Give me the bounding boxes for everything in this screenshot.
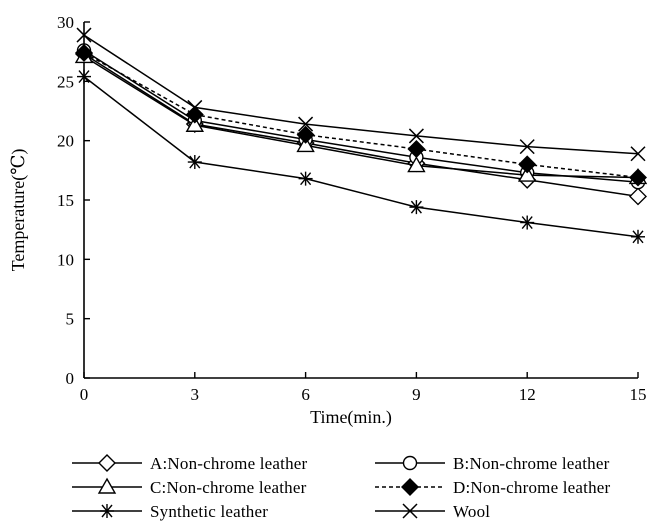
legend-marker-b-non-chrome-leather — [402, 455, 418, 471]
series-b-non-chrome-leather — [76, 43, 646, 190]
x-tick-label: 6 — [301, 385, 310, 404]
legend-item-a-non-chrome-leather: A:Non-chrome leather — [72, 454, 308, 473]
data-point-wool — [187, 99, 203, 115]
data-point-c-non-chrome-leather — [185, 115, 205, 132]
legend-item-synthetic-leather: Synthetic leather — [72, 502, 268, 521]
data-point-d-non-chrome-leather — [629, 168, 647, 187]
legend-marker-d-non-chrome-leather — [401, 478, 419, 496]
legend-label: B:Non-chrome leather — [453, 454, 610, 473]
series-line-a-non-chrome-leather — [83, 53, 639, 198]
data-point-synthetic-leather — [409, 200, 424, 215]
y-axis-label: Temperature(℃) — [8, 149, 29, 272]
data-point-a-non-chrome-leather — [629, 187, 647, 206]
x-tick-label: 15 — [630, 385, 647, 404]
x-axis-label: Time(min.) — [310, 407, 392, 428]
axes: 0 5 10 15 20 25 30 0 3 6 9 12 15 Time(min.) Temperatur… — [8, 13, 647, 428]
data-point-d-non-chrome-leather — [296, 125, 315, 144]
series-line-d-non-chrome-leather — [83, 52, 639, 179]
legend-item-d-non-chrome-leather: D:Non-chrome leather — [375, 478, 611, 497]
series-wool — [76, 27, 646, 162]
x-tick-label: 9 — [412, 385, 421, 404]
series-line-wool — [83, 34, 639, 155]
data-point-synthetic-leather — [298, 171, 313, 186]
series-a-non-chrome-leather — [75, 45, 647, 206]
y-tick-label: 30 — [57, 13, 74, 32]
legend: A:Non-chrome leather B:Non-chrome leather… — [72, 454, 611, 521]
legend-marker-synthetic-leather — [100, 504, 114, 518]
series-line-c-non-chrome-leather — [83, 55, 639, 179]
legend-marker-c-non-chrome-leather — [97, 477, 117, 494]
series-d-non-chrome-leather — [75, 43, 647, 187]
series-line-b-non-chrome-leather — [83, 49, 639, 183]
data-point-c-non-chrome-leather — [407, 156, 426, 173]
data-point-wool — [519, 139, 535, 155]
x-tick-label: 0 — [80, 385, 89, 404]
x-tick-label: 12 — [519, 385, 536, 404]
data-point-wool — [408, 128, 424, 144]
series-synthetic-leather — [77, 69, 645, 244]
y-tick-label: 0 — [66, 369, 75, 388]
data-point-d-non-chrome-leather — [75, 43, 93, 62]
legend-label: C:Non-chrome leather — [150, 478, 307, 497]
y-tick-label: 20 — [57, 132, 74, 151]
legend-label: A:Non-chrome leather — [150, 454, 308, 473]
legend-item-c-non-chrome-leather: C:Non-chrome leather — [72, 477, 307, 497]
data-point-synthetic-leather — [77, 69, 91, 84]
data-point-synthetic-leather — [187, 155, 202, 170]
y-tick-label: 10 — [57, 250, 74, 269]
data-point-synthetic-leather — [631, 229, 645, 244]
data-point-synthetic-leather — [520, 215, 535, 230]
y-tick-label: 5 — [66, 310, 75, 329]
data-point-wool — [298, 116, 314, 132]
legend-label: Wool — [453, 502, 490, 521]
legend-marker-a-non-chrome-leather — [98, 454, 116, 472]
y-tick-label: 15 — [57, 191, 74, 210]
data-point-c-non-chrome-leather — [296, 136, 315, 153]
legend-label: Synthetic leather — [150, 502, 268, 521]
legend-item-b-non-chrome-leather: B:Non-chrome leather — [375, 454, 610, 473]
series-layer — [74, 27, 648, 244]
data-point-wool — [630, 146, 646, 162]
y-tick-label: 25 — [57, 72, 74, 91]
data-point-d-non-chrome-leather — [518, 155, 537, 174]
data-point-c-non-chrome-leather — [517, 165, 537, 182]
legend-label: D:Non-chrome leather — [453, 478, 611, 497]
data-point-d-non-chrome-leather — [407, 139, 426, 158]
legend-item-wool: Wool — [375, 502, 490, 521]
series-line-synthetic-leather — [83, 76, 639, 238]
data-point-wool — [76, 27, 92, 43]
series-c-non-chrome-leather — [74, 47, 648, 185]
legend-marker-wool — [402, 503, 418, 519]
x-tick-label: 3 — [191, 385, 200, 404]
